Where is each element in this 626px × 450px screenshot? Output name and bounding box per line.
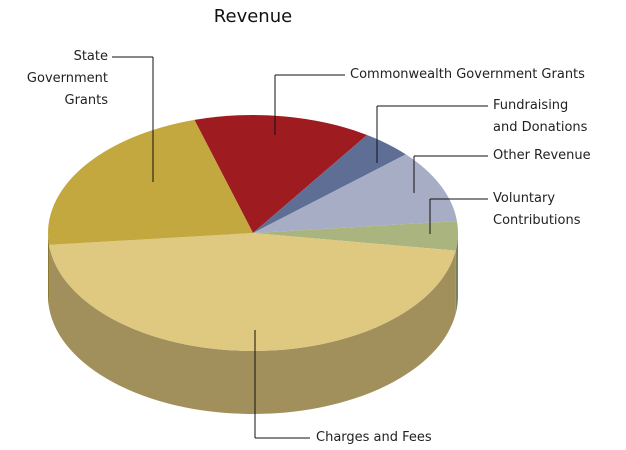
- pie-side: [48, 233, 50, 308]
- slice-label: Other Revenue: [493, 148, 591, 163]
- pie-side: [49, 244, 456, 415]
- pie-slice: [253, 154, 457, 233]
- slice-label: Fundraising and Donations: [493, 98, 588, 135]
- slice-label: State Government Grants: [26, 49, 108, 108]
- pie-side: [455, 233, 458, 314]
- pie-slice: [253, 221, 459, 251]
- slice-label: Voluntary Contributions: [493, 191, 581, 228]
- pie-slice: [49, 233, 456, 352]
- slice-label: Charges and Fees: [316, 430, 432, 445]
- pie-slice: [194, 115, 368, 233]
- chart-title: Revenue: [213, 6, 293, 27]
- pie-slice: [48, 119, 254, 245]
- slice-label: Commonwealth Government Grants: [350, 67, 585, 82]
- pie-slice: [253, 134, 406, 233]
